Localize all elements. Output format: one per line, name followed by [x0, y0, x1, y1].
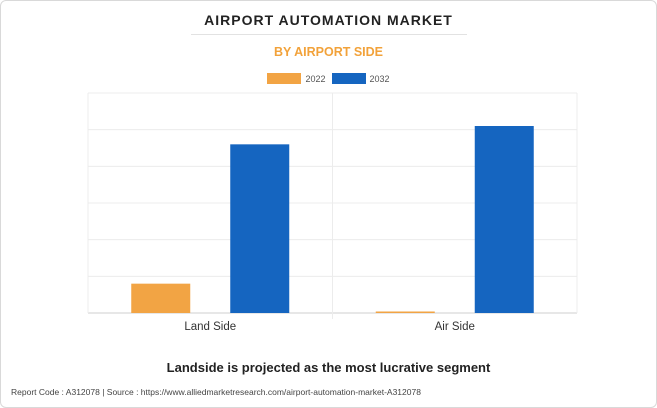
title-divider — [191, 34, 467, 35]
legend-item-2022[interactable]: 2022 — [267, 73, 326, 84]
legend-label-2032: 2032 — [369, 73, 390, 84]
source-footer: Report Code : A312078 | Source : https:/… — [11, 387, 421, 397]
chart-subtitle: BY AIRPORT SIDE — [273, 45, 384, 59]
bar-2032-air-side[interactable] — [474, 126, 534, 313]
bar-2022-air-side[interactable] — [375, 311, 435, 314]
legend-item-2032[interactable]: 2032 — [331, 73, 390, 84]
chart-footnote: Landside is projected as the most lucrat… — [166, 360, 491, 375]
legend-swatch-2022 — [267, 73, 302, 84]
x-axis-labels: Land Side Air Side — [184, 321, 475, 333]
legend-label-2022: 2022 — [305, 73, 326, 84]
chart-title: AIRPORT AUTOMATION MARKET — [204, 12, 453, 28]
chart-legend: 2022 2032 — [1, 73, 656, 84]
x-tick-label: Land Side — [184, 321, 236, 333]
bar-2022-land-side[interactable] — [131, 283, 191, 313]
legend-swatch-2032 — [331, 73, 366, 84]
x-tick-label: Air Side — [435, 321, 475, 333]
bars — [131, 126, 534, 313]
bar-2032-land-side[interactable] — [230, 144, 290, 313]
